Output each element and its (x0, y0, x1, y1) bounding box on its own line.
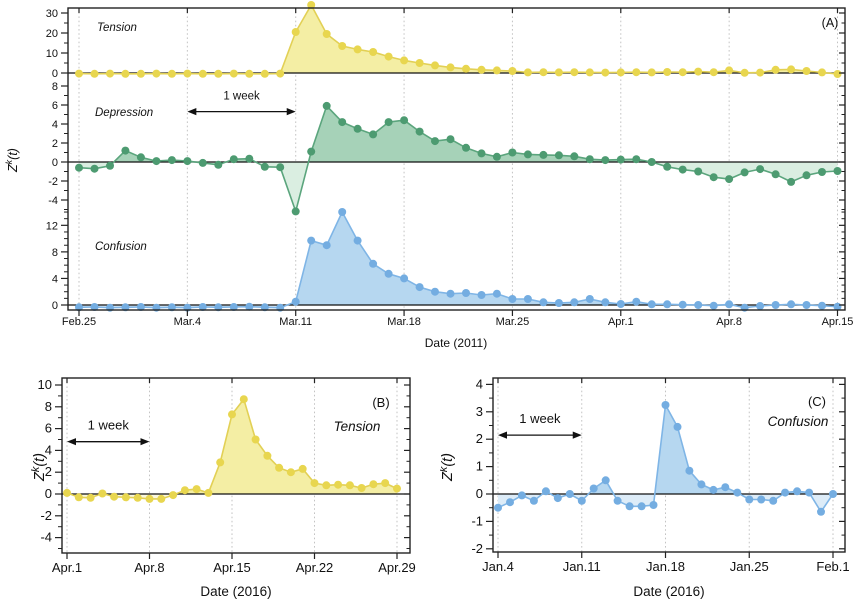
svg-text:Date (2016): Date (2016) (633, 584, 704, 599)
svg-text:Confusion: Confusion (768, 414, 829, 429)
svg-text:Apr.1: Apr.1 (52, 560, 82, 575)
svg-text:12: 12 (46, 220, 58, 232)
svg-text:6: 6 (52, 100, 58, 112)
svg-text:-1: -1 (471, 513, 483, 528)
svg-text:-4: -4 (40, 530, 52, 545)
svg-text:Zk(t): Zk(t) (4, 148, 20, 173)
svg-text:1 week: 1 week (88, 418, 130, 433)
svg-text:Tension: Tension (97, 22, 137, 34)
svg-text:4: 4 (45, 442, 52, 457)
svg-text:Apr.1: Apr.1 (608, 316, 634, 328)
svg-text:0: 0 (52, 68, 58, 80)
svg-text:-2: -2 (40, 508, 52, 523)
svg-text:Mar.25: Mar.25 (496, 316, 530, 328)
svg-text:Tension: Tension (334, 419, 381, 434)
svg-text:1 week: 1 week (519, 411, 561, 426)
svg-text:(C): (C) (808, 394, 826, 409)
svg-text:0: 0 (52, 157, 58, 169)
svg-text:Feb.25: Feb.25 (62, 316, 96, 328)
svg-text:2: 2 (52, 138, 58, 150)
svg-text:-2: -2 (48, 176, 58, 188)
svg-text:4: 4 (52, 273, 58, 285)
svg-text:Apr.8: Apr.8 (134, 560, 164, 575)
svg-text:Date (2016): Date (2016) (200, 584, 271, 599)
svg-text:Confusion: Confusion (95, 241, 147, 253)
svg-text:(B): (B) (372, 395, 389, 410)
svg-text:Mar.4: Mar.4 (174, 316, 202, 328)
svg-text:Date (2011): Date (2011) (425, 336, 487, 350)
svg-text:Apr.29: Apr.29 (378, 560, 416, 575)
svg-text:8: 8 (52, 247, 58, 259)
svg-text:Apr.15: Apr.15 (213, 560, 251, 575)
svg-text:-4: -4 (48, 195, 58, 207)
svg-text:4: 4 (476, 376, 483, 391)
svg-text:10: 10 (38, 377, 52, 392)
svg-text:1: 1 (476, 459, 483, 474)
svg-text:0: 0 (52, 300, 58, 312)
svg-text:-2: -2 (471, 541, 483, 556)
panel-a-mood-timeseries-2011: 0 10 20 30 Tension -4 -2 0 2 4 6 8 Depression 0 4 8 12 Co… (4, 1, 854, 350)
panel-b-tension-2016: -4 -2 0 2 4 6 8 10 Tension Apr.1 Apr.8 Apr.15 Apr.22… (30, 377, 416, 599)
svg-text:2: 2 (45, 464, 52, 479)
svg-text:Zk(t): Zk(t) (30, 453, 48, 482)
svg-text:Apr.15: Apr.15 (822, 316, 854, 328)
svg-text:10: 10 (46, 48, 58, 60)
svg-text:4: 4 (52, 119, 58, 131)
svg-text:Jan.18: Jan.18 (646, 559, 685, 574)
svg-text:1 week: 1 week (223, 91, 260, 103)
svg-text:Depression: Depression (95, 107, 153, 119)
svg-text:8: 8 (45, 399, 52, 414)
svg-text:Zk(t): Zk(t) (440, 453, 456, 482)
panel-c-confusion-2016: -2 -1 0 1 2 3 4 Confusion Jan.4 Jan.11 Jan.18 Jan.2… (440, 376, 850, 599)
svg-text:Apr.22: Apr.22 (296, 560, 334, 575)
svg-text:30: 30 (46, 8, 58, 20)
svg-text:Jan.11: Jan.11 (563, 559, 601, 574)
svg-text:6: 6 (45, 421, 52, 436)
svg-text:0: 0 (476, 486, 483, 501)
svg-text:Mar.11: Mar.11 (279, 316, 312, 328)
svg-text:2: 2 (476, 431, 483, 446)
svg-text:Jan.4: Jan.4 (482, 559, 514, 574)
svg-text:3: 3 (476, 404, 483, 419)
svg-text:Feb.1: Feb.1 (816, 559, 849, 574)
svg-text:Mar.18: Mar.18 (387, 316, 421, 328)
svg-text:Apr.8: Apr.8 (716, 316, 742, 328)
svg-text:8: 8 (52, 81, 58, 93)
svg-text:Jan.25: Jan.25 (730, 559, 769, 574)
svg-text:20: 20 (46, 28, 58, 40)
svg-text:0: 0 (45, 486, 52, 501)
svg-text:(A): (A) (822, 16, 839, 30)
